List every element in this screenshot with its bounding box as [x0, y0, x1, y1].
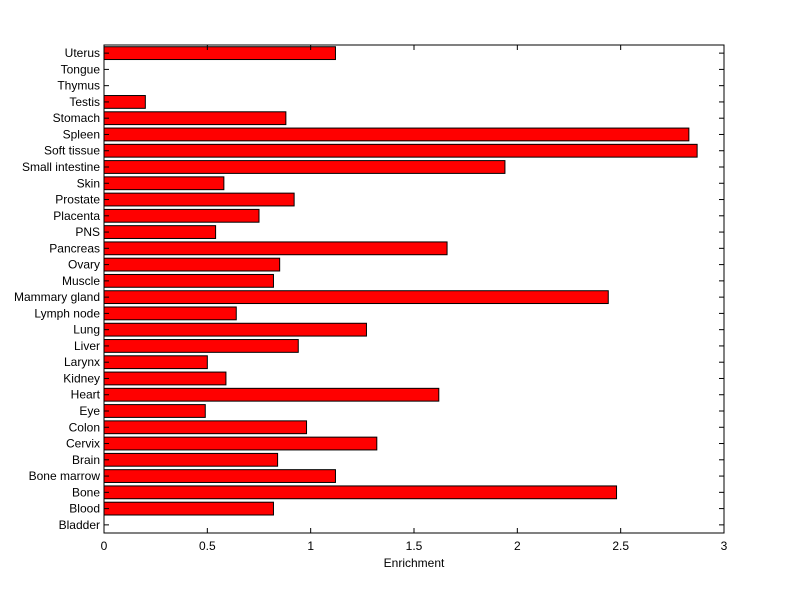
bar-skin [103, 176, 225, 191]
bar-stomach [103, 111, 287, 126]
y-tick-label-prostate: Prostate [55, 193, 100, 207]
bar-prostate [103, 192, 295, 207]
y-tick-label-liver: Liver [74, 339, 100, 353]
bar-pancreas [103, 241, 448, 256]
x-tick-label: 1 [307, 539, 314, 553]
bar-lymph-node [103, 306, 237, 321]
y-tick-label-larynx: Larynx [64, 355, 100, 369]
x-tick-label: 0.5 [199, 539, 216, 553]
bar-soft-tissue [103, 143, 698, 158]
y-tick-label-lung: Lung [73, 323, 100, 337]
y-tick-label-colon: Colon [69, 420, 100, 434]
bar-liver [103, 339, 299, 353]
y-tick-label-testis: Testis [69, 95, 100, 109]
y-tick-label-kidney: Kidney [63, 371, 100, 385]
bar-small-intestine [103, 160, 506, 174]
y-tick-label-bone: Bone [72, 485, 100, 499]
bar-bone-marrow [103, 469, 336, 483]
y-tick-label-eye: Eye [79, 404, 100, 418]
y-tick-label-blood: Blood [69, 502, 100, 516]
y-tick-label-tongue: Tongue [61, 62, 101, 76]
bars-layer [103, 46, 698, 516]
bar-placenta [103, 208, 260, 223]
bar-blood [103, 501, 274, 516]
bar-kidney [103, 371, 227, 386]
x-tick-label: 2.5 [612, 539, 629, 553]
bar-larynx [103, 355, 208, 370]
bar-brain [103, 452, 279, 467]
y-tick-label-lymph-node: Lymph node [34, 306, 100, 320]
bar-spleen [103, 127, 690, 142]
y-tick-label-spleen: Spleen [63, 127, 100, 141]
x-tick-label: 3 [721, 539, 728, 553]
bar-lung [103, 322, 367, 337]
bar-heart [103, 387, 440, 402]
bar-bone [103, 485, 618, 500]
x-tick-label: 2 [514, 539, 521, 553]
y-tick-label-brain: Brain [72, 453, 100, 467]
x-tick-label: 1.5 [406, 539, 423, 553]
y-tick-label-stomach: Stomach [53, 111, 100, 125]
bar-pns [103, 225, 217, 239]
y-tick-label-muscle: Muscle [62, 274, 100, 288]
bar-testis [103, 95, 146, 109]
y-tick-label-thymus: Thymus [57, 79, 100, 93]
bar-eye [103, 404, 206, 418]
y-tick-label-bone-marrow: Bone marrow [29, 469, 101, 483]
bar-mammary-gland [103, 290, 609, 305]
labels-layer: Bladder Blood Bone Bone marrow Brain Cervix Co… [14, 46, 728, 553]
y-tick-label-pns: PNS [75, 225, 100, 239]
y-tick-label-placenta: Placenta [53, 209, 100, 223]
y-tick-label-mammary-gland: Mammary gland [14, 290, 100, 304]
y-tick-label-ovary: Ovary [68, 258, 100, 272]
bar-colon [103, 420, 308, 435]
bar-muscle [103, 273, 274, 288]
y-tick-label-small-intestine: Small intestine [22, 160, 100, 174]
bar-ovary [103, 257, 281, 272]
y-tick-label-soft-tissue: Soft tissue [44, 144, 100, 158]
y-tick-label-pancreas: Pancreas [49, 241, 100, 255]
y-tick-label-cervix: Cervix [66, 437, 100, 451]
y-tick-label-bladder: Bladder [59, 518, 100, 532]
ticks-layer [103, 45, 725, 533]
x-axis-title: Enrichment [384, 556, 445, 570]
y-tick-label-heart: Heart [71, 388, 101, 402]
y-tick-label-uterus: Uterus [65, 46, 100, 60]
bar-uterus [103, 46, 336, 61]
x-tick-label: 0 [101, 539, 108, 553]
y-tick-label-skin: Skin [77, 176, 100, 190]
bar-cervix [103, 436, 378, 451]
